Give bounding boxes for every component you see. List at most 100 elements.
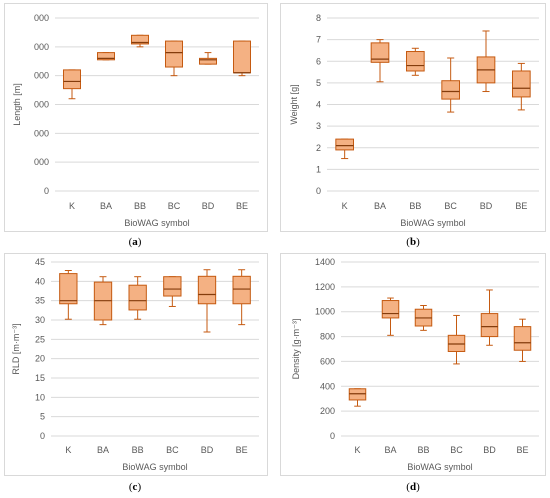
x-tick-label: K (65, 445, 71, 455)
y-tick-label: 000 (34, 13, 49, 23)
iqr-box (232, 275, 251, 305)
box-BA (97, 52, 115, 61)
y-tick-label: 8 (316, 13, 321, 23)
iqr-box (97, 52, 115, 61)
iqr-box (348, 388, 367, 401)
y-tick-label: 0 (330, 431, 335, 441)
x-tick-label: BD (201, 445, 214, 455)
y-tick-label: 000 (34, 71, 49, 81)
x-axis-label: BioWAG symbol (400, 218, 465, 228)
y-tick-label: 30 (35, 315, 45, 325)
chart-panel-b: 0 1 2 3 4 5 6 7 8 Weight [g] BioWAG symbol K BA BB BC B… (280, 3, 546, 232)
y-tick-label: 5 (40, 412, 45, 422)
box-K (348, 388, 367, 407)
y-tick-label: 000 (34, 100, 49, 110)
y-tick-label: 400 (320, 381, 335, 391)
x-tick-label: BC (450, 445, 463, 455)
y-axis-label: Length [m] (12, 83, 22, 126)
y-tick-label: 000 (34, 157, 49, 167)
x-tick-label: BB (409, 201, 421, 211)
y-tick-label: 1200 (315, 282, 335, 292)
chart-panel-c: 0 5 10 15 20 25 30 35 40 45 RLD [m·m⁻³] BioWAG symb… (4, 253, 268, 476)
x-tick-label: BC (168, 201, 181, 211)
y-tick-label: 45 (35, 257, 45, 267)
caption-a: (a) (128, 236, 142, 248)
x-tick-label: BB (132, 445, 144, 455)
chart-panel-a: 0 000 000 000 000 000 000 Length [m] BioWAG symb… (4, 3, 268, 232)
box-BD (197, 269, 217, 333)
y-tick-label: 5 (316, 78, 321, 88)
iqr-box (447, 334, 466, 352)
x-axis-label: BioWAG symbol (407, 462, 472, 472)
y-tick-label: 6 (316, 56, 321, 66)
x-tick-label: K (354, 445, 360, 455)
caption-b: (b) (406, 236, 420, 248)
chart-d-svg: 0 200 400 600 800 1000 1200 1400 Density [g·m⁻³]… (291, 257, 539, 472)
x-tick-label: BA (374, 201, 386, 211)
y-tick-label: 800 (320, 332, 335, 342)
box-BE (513, 318, 532, 362)
box-BB (414, 305, 433, 331)
box-BA (370, 39, 390, 83)
y-tick-label: 7 (316, 35, 321, 45)
y-tick-label: 600 (320, 356, 335, 366)
x-tick-label: BA (100, 201, 112, 211)
x-tick-label: BE (515, 201, 527, 211)
x-axis-label: BioWAG symbol (124, 218, 189, 228)
x-tick-label: BC (444, 201, 457, 211)
box-BB (131, 34, 149, 48)
box-K (335, 138, 354, 160)
x-tick-label: BD (202, 201, 215, 211)
y-tick-label: 15 (35, 373, 45, 383)
box-BC (441, 57, 460, 113)
x-tick-label: K (342, 201, 348, 211)
box-BC (163, 276, 182, 307)
y-tick-label: 200 (320, 406, 335, 416)
iqr-box (131, 34, 149, 45)
iqr-box (233, 40, 251, 74)
iqr-box (197, 275, 217, 305)
x-tick-label: BB (134, 201, 146, 211)
y-axis-label: Density [g·m⁻³] (291, 319, 301, 380)
y-tick-label: 35 (35, 296, 45, 306)
caption-d: (d) (406, 481, 420, 493)
x-tick-label: BB (417, 445, 429, 455)
iqr-box (199, 57, 217, 65)
y-tick-label: 1 (316, 164, 321, 174)
x-axis-label: BioWAG symbol (122, 462, 187, 472)
x-tick-label: BC (166, 445, 179, 455)
iqr-box (480, 313, 499, 338)
y-tick-label: 1000 (315, 307, 335, 317)
box-BE (512, 62, 531, 111)
iqr-box (441, 80, 460, 100)
y-tick-label: 2 (316, 143, 321, 153)
box-BD (199, 52, 217, 65)
box-BC (447, 314, 466, 365)
y-axis-label: RLD [m·m⁻³] (11, 323, 21, 374)
y-tick-label: 000 (34, 128, 49, 138)
iqr-box (59, 273, 78, 305)
x-tick-label: BA (384, 445, 396, 455)
x-tick-label: K (69, 201, 75, 211)
y-tick-label: 0 (316, 186, 321, 196)
box-BE (233, 40, 251, 77)
box-BB (128, 276, 147, 320)
y-tick-label: 0 (40, 431, 45, 441)
box-BA (381, 297, 400, 336)
iqr-box (370, 42, 390, 63)
x-tick-label: BD (480, 201, 493, 211)
x-tick-label: BA (97, 445, 109, 455)
box-BB (406, 47, 425, 76)
y-tick-label: 3 (316, 121, 321, 131)
chart-panel-d: 0 200 400 600 800 1000 1200 1400 Density [g·m⁻³]… (280, 253, 546, 476)
box-BC (165, 40, 183, 77)
box-BA (93, 276, 113, 326)
y-tick-label: 4 (316, 100, 321, 110)
box-BE (232, 269, 251, 326)
iqr-box (128, 284, 147, 311)
y-tick-label: 0 (44, 186, 49, 196)
box-K (59, 270, 78, 320)
y-axis-label: Weight [g] (289, 84, 299, 124)
iqr-box (163, 276, 182, 297)
